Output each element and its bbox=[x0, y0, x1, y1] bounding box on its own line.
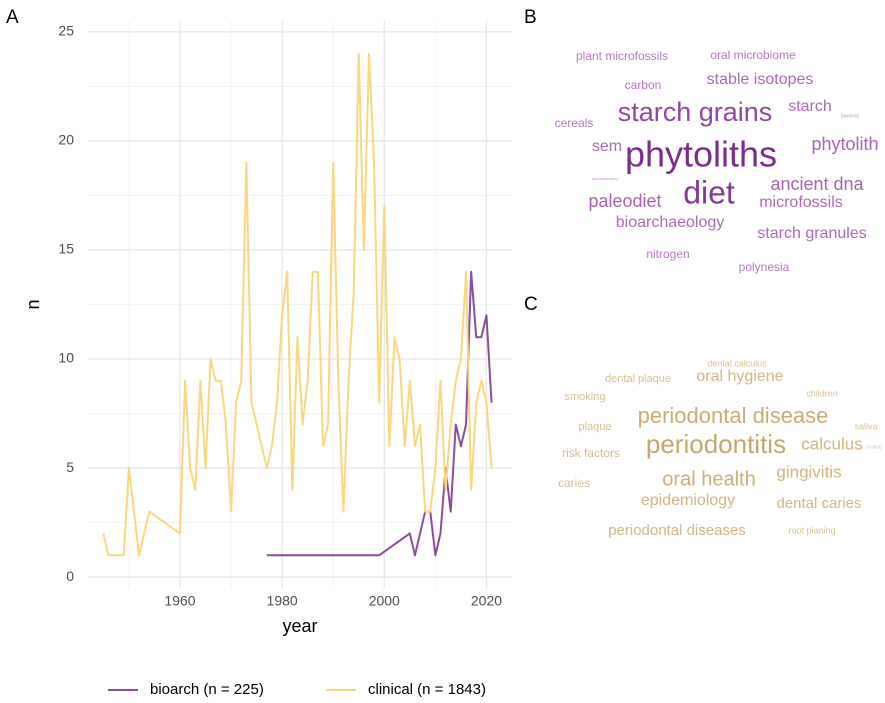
y-tick-label: 25 bbox=[58, 23, 74, 39]
word: dental plaque bbox=[605, 373, 671, 385]
x-tick-label: 2000 bbox=[369, 593, 400, 609]
legend-label: bioarch (n = 225) bbox=[150, 681, 264, 698]
word: cereals bbox=[555, 116, 594, 130]
word: ancient dna bbox=[770, 174, 864, 194]
word: starch bbox=[788, 98, 832, 115]
word: root planing bbox=[788, 525, 835, 535]
y-axis-title: n bbox=[23, 299, 43, 309]
word: microfossils bbox=[759, 194, 843, 211]
x-tick-label: 1980 bbox=[267, 593, 298, 609]
word: sem bbox=[592, 138, 622, 155]
word: polynesia bbox=[739, 260, 790, 274]
word: starch grains bbox=[618, 97, 773, 127]
word: periodontitis bbox=[646, 429, 786, 459]
word: gingivitis bbox=[776, 462, 841, 481]
word: archaeobotany bbox=[592, 176, 618, 181]
panel-label: A bbox=[6, 7, 19, 28]
word: children bbox=[806, 388, 838, 398]
y-tick-label: 20 bbox=[58, 132, 74, 148]
word: calculus bbox=[801, 434, 862, 453]
word: dental calculus bbox=[707, 358, 767, 368]
word: caries bbox=[558, 476, 590, 490]
word: epidemiology bbox=[641, 492, 735, 509]
word: periodontal diseases bbox=[608, 522, 746, 539]
line bbox=[102, 52, 493, 557]
word: carbon bbox=[625, 78, 662, 92]
x-axis-title: year bbox=[282, 616, 317, 636]
panel-label: C bbox=[524, 294, 538, 315]
line bbox=[266, 270, 493, 557]
word: dental caries bbox=[776, 495, 861, 512]
word: bioarchaeology bbox=[616, 214, 725, 231]
word: smoking bbox=[565, 391, 606, 403]
word: phytolith bbox=[811, 134, 878, 154]
word: plaque bbox=[578, 421, 611, 433]
panel-label: B bbox=[524, 7, 537, 28]
y-tick-label: 15 bbox=[58, 241, 74, 257]
y-tick-label: 10 bbox=[58, 350, 74, 366]
word: oral hygiene bbox=[696, 368, 783, 385]
word: stable isotopes bbox=[707, 71, 814, 88]
word: phytoliths bbox=[625, 134, 777, 175]
word: risk factors bbox=[562, 446, 620, 460]
word: saliva bbox=[854, 421, 877, 431]
word: oral microbiome bbox=[710, 48, 796, 62]
word: periodontal disease bbox=[638, 403, 829, 428]
word: nitrogen bbox=[646, 247, 689, 261]
x-tick-label: 1960 bbox=[164, 593, 195, 609]
word: diet bbox=[683, 174, 735, 210]
legend-label: clinical (n = 1843) bbox=[368, 681, 486, 698]
word: scaling bbox=[866, 444, 882, 450]
word: oral health bbox=[662, 468, 755, 490]
word: plant microfossils bbox=[576, 49, 668, 63]
x-tick-label: 2020 bbox=[471, 593, 502, 609]
word: paleodiet bbox=[588, 191, 661, 211]
y-tick-label: 5 bbox=[66, 459, 74, 475]
word: starch granules bbox=[757, 225, 866, 242]
y-tick-label: 0 bbox=[66, 568, 74, 584]
word: bacteria bbox=[841, 113, 859, 119]
